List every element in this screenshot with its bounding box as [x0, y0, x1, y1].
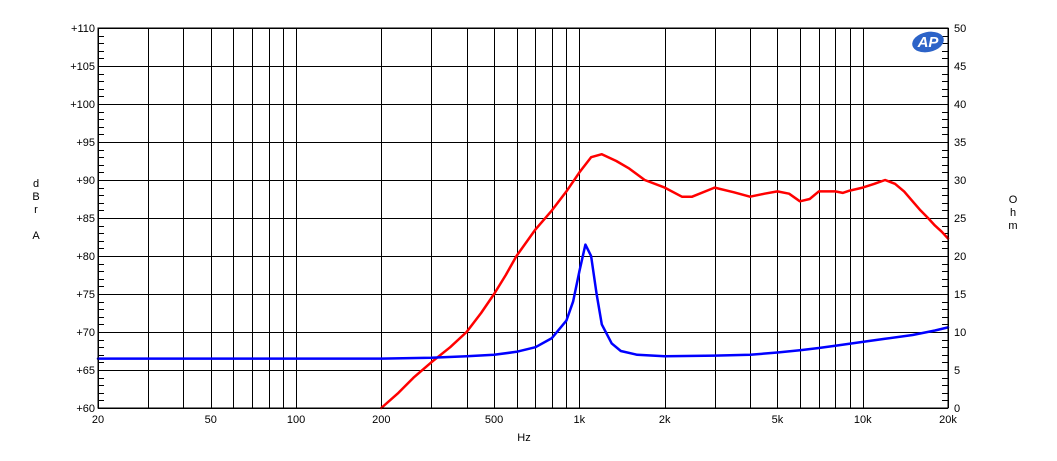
- x-tick-label: 10k: [854, 414, 872, 426]
- plot-frame: [97, 27, 949, 409]
- x-tick-label: 500: [485, 414, 503, 426]
- spl-series-line: [380, 152, 950, 410]
- y-left-tick-label: +70: [76, 327, 95, 339]
- y-right-title-char: h: [1010, 207, 1016, 219]
- x-tick-label: 2k: [659, 414, 671, 426]
- x-tick-label: 1k: [574, 414, 586, 426]
- x-tick-label: 50: [205, 414, 217, 426]
- impedance-series-line: [96, 243, 950, 360]
- x-tick-label: 5k: [772, 414, 784, 426]
- y-left-tick-label: +100: [70, 99, 95, 111]
- y-left-tick-label: +90: [76, 175, 95, 187]
- y-right-axis-title: Ohm: [1008, 194, 1017, 232]
- y-right-tick-label: 10: [954, 327, 966, 339]
- y-right-tick-label: 30: [954, 175, 966, 187]
- x-tick-label: 200: [372, 414, 390, 426]
- x-tick-label: 20k: [939, 414, 957, 426]
- y-left-tick-label: +85: [76, 213, 95, 225]
- y-left-tick-label: +75: [76, 289, 95, 301]
- y-left-title-char: B: [32, 191, 39, 203]
- y-right-title-char: m: [1008, 220, 1017, 232]
- x-tick-labels: 20 50 100 200 500 1k 2k 5k 10k 20k: [92, 414, 957, 426]
- y-right-tick-label: 40: [954, 99, 966, 111]
- y-right-tick-label: 5: [954, 365, 960, 377]
- y-left-axis-title: dBr A: [32, 178, 40, 242]
- x-tick-label: 100: [287, 414, 305, 426]
- y-right-title-char: O: [1009, 194, 1018, 206]
- x-axis-title: Hz: [517, 432, 530, 444]
- y-left-tick-label: +65: [76, 365, 95, 377]
- y-right-tick-label: 45: [954, 61, 966, 73]
- y-left-tick-labels: +110 +105 +100 +95 +90 +85 +80 +75 +70 +65 +60: [70, 23, 95, 415]
- y-left-tick-label: +80: [76, 251, 95, 263]
- ap-logo-text: AP: [917, 34, 940, 51]
- y-right-tick-label: 25: [954, 213, 966, 225]
- ap-logo: AP: [912, 31, 944, 53]
- y-left-tick-label: +105: [70, 61, 95, 73]
- x-tick-label: 20: [92, 414, 104, 426]
- y-left-tick-label: +110: [71, 23, 95, 35]
- y-right-tick-label: 35: [954, 137, 966, 149]
- y-left-title-char: r: [34, 204, 38, 216]
- y-right-tick-label: 0: [954, 403, 960, 415]
- y-left-tick-label: +60: [76, 403, 95, 415]
- ap-logo-badge: [912, 31, 944, 53]
- series-layer: [96, 152, 950, 410]
- y-left-tick-label: +95: [76, 137, 95, 149]
- y-right-tick-label: 50: [954, 23, 966, 35]
- y-left-title-char: A: [32, 230, 40, 242]
- y-right-tick-label: 15: [954, 289, 966, 301]
- y-left-title-char: d: [33, 178, 39, 190]
- y-right-tick-label: 20: [954, 251, 966, 263]
